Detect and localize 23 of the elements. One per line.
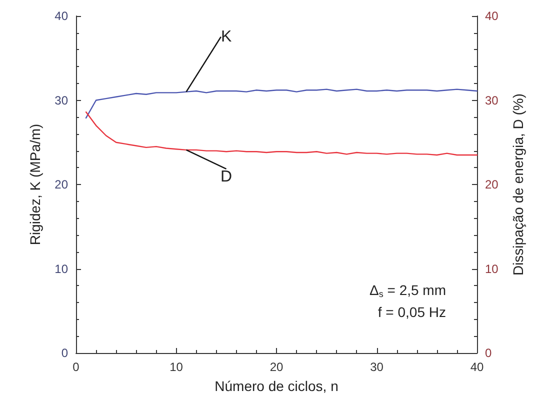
x-tick-label: 30 — [370, 360, 384, 374]
x-tick-label: 10 — [170, 360, 184, 374]
y2-tick-label: 0 — [485, 346, 492, 360]
y2-tick-label: 10 — [485, 262, 499, 276]
x-tick-label: 20 — [270, 360, 284, 374]
line-series — [85, 88, 478, 119]
y-tick-label: 30 — [54, 93, 68, 108]
x-axis-title: Número de ciclos, n — [214, 378, 338, 394]
x-tick-label: 0 — [72, 360, 80, 374]
y2-axis-title: Dissipação de energia, D (%) — [510, 93, 526, 276]
y-tick-label: 10 — [54, 262, 68, 276]
y-tick-label: 20 — [54, 178, 68, 192]
line-series — [85, 111, 478, 156]
y2-tick-label: 40 — [485, 9, 499, 23]
y-tick-label: 40 — [54, 9, 68, 23]
y2-tick-label: 20 — [485, 178, 499, 192]
series-label: D — [220, 168, 232, 186]
annotation: f = 0,05 Hz — [378, 304, 446, 320]
y-axis-title: Rigidez, K (MPa/m) — [27, 124, 43, 246]
y2-tick-label: 30 — [485, 93, 499, 108]
x-tick-label: 40 — [470, 360, 484, 374]
y-tick-label: 0 — [61, 346, 68, 360]
text: K — [220, 28, 232, 46]
